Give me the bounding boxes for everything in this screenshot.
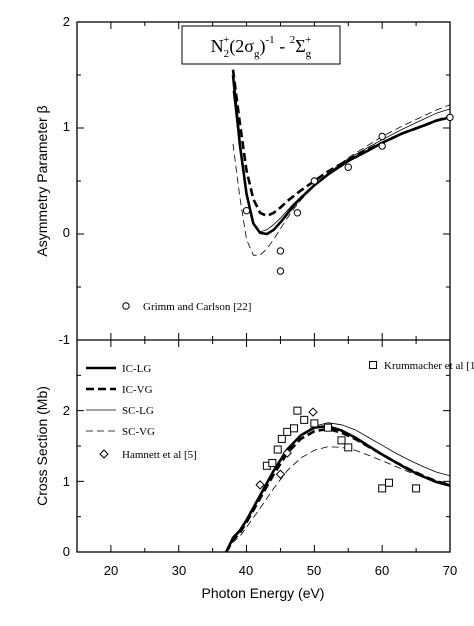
plot-frame [76, 21, 451, 553]
data-point-circle [242, 206, 251, 215]
top-ytick-label: 1 [63, 119, 70, 134]
data-point-diamond [282, 448, 292, 458]
xtick-label: 50 [307, 563, 321, 578]
legend-square-marker [369, 361, 377, 369]
top-ytick-label: 0 [63, 225, 70, 240]
top-tick-labels: 2 1 0 -1 [58, 14, 70, 347]
bottom-ytick-label: 2 [63, 403, 70, 418]
data-point-diamond [275, 469, 286, 479]
series-line-ic-vg [231, 69, 451, 218]
top-ytick-label: 2 [63, 14, 70, 29]
data-point-square [293, 406, 302, 415]
bottom-ticks [76, 339, 451, 553]
data-point-circle [276, 247, 285, 255]
data-point-circle [276, 267, 285, 275]
top-ytick-label: -1 [58, 332, 70, 347]
bottom-ytick-label: 0 [63, 544, 70, 559]
bottom-panel: 2 1 0 20 30 40 50 60 70 Cross Section (M… [34, 339, 474, 601]
data-point-square [310, 419, 319, 428]
data-point-square [300, 415, 309, 424]
data-point-circle [378, 132, 386, 141]
legend-label: IC-LG [122, 363, 151, 375]
series-line-sc-vg [225, 446, 451, 553]
data-point-square [283, 427, 292, 436]
data-point-square [290, 424, 299, 433]
data-point-circle [310, 177, 319, 185]
series-line-sc-lg [232, 90, 451, 233]
data-point-square [384, 478, 393, 487]
xtick-label: 20 [104, 563, 118, 578]
top-y-axis-label: Asymmetry Parameter β [34, 105, 50, 256]
legend-label: SC-VG [122, 426, 155, 438]
data-point-circle [446, 113, 454, 122]
legend-krummacher: Krummacher et al [18] [384, 360, 474, 372]
data-point-square [378, 484, 387, 493]
bottom-series-lines [225, 422, 451, 553]
legend-label: SC-LG [122, 405, 154, 417]
legend-label: IC-VG [122, 384, 153, 396]
data-point-circle [344, 163, 352, 171]
bottom-tick-labels: 2 1 0 20 30 40 50 60 70 [63, 403, 457, 578]
top-data-points [242, 113, 454, 275]
series-line-ic-vg [225, 427, 451, 553]
title-box [181, 25, 341, 65]
data-point-square [337, 436, 346, 445]
legend: IC-LG IC-VG SC-LG SC-VG Hamnett et al [5… [86, 363, 197, 461]
legend-label: Hamnett et al [5] [122, 449, 197, 461]
series-line-ic-lg [231, 74, 451, 236]
data-point-square [277, 434, 286, 443]
data-point-square [323, 423, 332, 432]
data-point-square [268, 458, 277, 467]
series-line-sc-lg [225, 422, 451, 553]
xtick-label: 30 [172, 563, 186, 578]
bottom-y-axis-label: Cross Section (Mb) [34, 386, 50, 506]
data-point-diamond [308, 407, 318, 417]
data-point-square [273, 445, 282, 454]
data-point-circle [293, 209, 302, 217]
data-point-diamond [255, 480, 265, 490]
legend-diamond-marker [99, 449, 109, 459]
bottom-ytick-label: 1 [63, 474, 70, 489]
legend-grimm-carlson: Grimm and Carlson [22] [143, 301, 251, 313]
top-panel: 2 1 0 -1 Asymmetry Parameter β N2+(2σg)-… [34, 14, 454, 347]
top-series-lines [231, 69, 451, 256]
xtick-label: 60 [375, 563, 389, 578]
x-axis-label: Photon Energy (eV) [202, 585, 325, 601]
series-line-sc-vg [232, 104, 451, 256]
legend-circle-marker [122, 302, 130, 310]
xtick-label: 40 [239, 563, 253, 578]
data-point-circle [378, 142, 386, 150]
data-point-square [412, 484, 421, 493]
data-point-square [344, 443, 353, 452]
top-ticks [76, 21, 451, 341]
bottom-data-points [255, 406, 421, 493]
chart-title: N2+(2σg)-1 - 2Σg+ [211, 34, 312, 60]
xtick-label: 70 [443, 563, 457, 578]
